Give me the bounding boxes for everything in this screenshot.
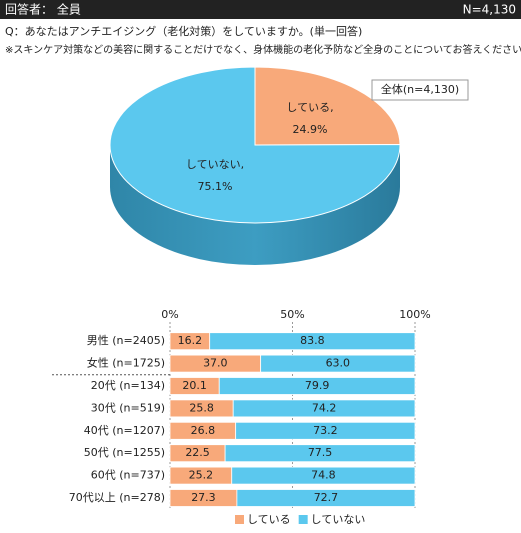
legend-label: していない: [311, 513, 366, 526]
legend-swatch: [298, 515, 308, 524]
x-tick-label: 100%: [399, 308, 430, 321]
value-label: 79.9: [305, 379, 330, 392]
category-label: 40代 (n=1207): [84, 424, 165, 437]
category-label: 50代 (n=1255): [84, 446, 165, 459]
pie-title: 全体(n=4,130): [381, 82, 459, 96]
bar-segment: [236, 489, 416, 507]
value-label: 22.5: [185, 446, 210, 459]
bar-segment: [232, 399, 416, 418]
bar-segment: [218, 377, 416, 395]
category-label: 男性 (n=2405): [87, 333, 165, 347]
category-label: 20代 (n=134): [91, 379, 165, 392]
header-bar: [0, 0, 521, 19]
value-label: 63.0: [326, 357, 351, 370]
value-label: 83.8: [300, 334, 325, 347]
bar-segment: [209, 332, 416, 351]
respondents: 回答者： 全員: [5, 2, 81, 17]
value-label: 27.3: [191, 491, 216, 504]
bar-segment: [260, 354, 416, 373]
value-label: 77.5: [308, 446, 333, 459]
category-label: 30代 (n=519): [91, 401, 165, 414]
legend-swatch: [235, 515, 244, 524]
x-tick-label: 0%: [161, 308, 178, 321]
bar-segment: [231, 466, 416, 485]
bar-segment: [224, 444, 416, 463]
value-label: 25.8: [189, 401, 214, 414]
slice-label: 24.9%: [293, 123, 328, 136]
slice-name: していない,: [186, 158, 244, 171]
pie-title-box: [371, 79, 469, 101]
category-label: 60代 (n=737): [91, 469, 165, 482]
value-label: 20.1: [182, 379, 207, 392]
pie-slice: [109, 66, 401, 224]
note: ※スキンケア対策などの美容に関することだけでなく、身体機能の老化予防など全身のこ…: [5, 43, 521, 56]
category-label: 70代以上 (n=278): [69, 491, 165, 504]
legend-label: している: [247, 513, 291, 526]
question: Q：あなたはアンチエイジング（老化対策）をしていますか。(単一回答): [5, 24, 362, 38]
sample-size: N=4,130: [463, 3, 516, 17]
value-label: 37.0: [203, 357, 228, 370]
slice-name: している,: [286, 101, 333, 114]
value-label: 72.7: [314, 491, 339, 504]
category-label: 女性 (n=1725): [87, 356, 165, 370]
pie-slice: [254, 66, 401, 146]
bar-segment: [235, 421, 416, 440]
slice-label: 75.1%: [198, 180, 233, 193]
x-tick-label: 50%: [280, 308, 304, 321]
value-label: 74.2: [312, 401, 337, 414]
pie-side: [110, 145, 400, 265]
value-label: 25.2: [189, 469, 214, 482]
value-label: 73.2: [313, 424, 338, 437]
value-label: 74.8: [311, 469, 336, 482]
value-label: 26.8: [191, 424, 216, 437]
value-label: 16.2: [178, 334, 203, 347]
